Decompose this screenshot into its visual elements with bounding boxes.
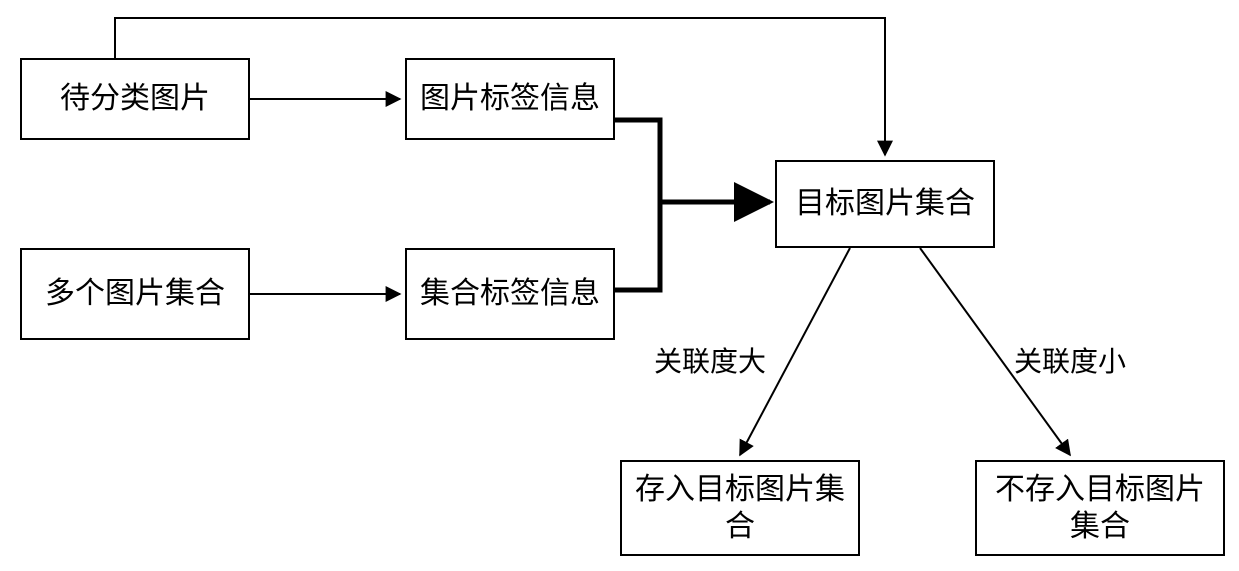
edge-e4 — [615, 120, 770, 202]
node-label: 图片标签信息 — [420, 80, 600, 118]
node-label: 目标图片集合 — [795, 185, 975, 223]
node-label: 存入目标图片集合 — [628, 471, 852, 546]
node-label: 多个图片集合 — [45, 275, 225, 313]
node-image-sets: 多个图片集合 — [20, 248, 250, 340]
node-input-images: 待分类图片 — [20, 58, 250, 140]
node-set-tag-info: 集合标签信息 — [405, 248, 615, 340]
node-store-no: 不存入目标图片集合 — [975, 460, 1225, 556]
edge-label-low-relevance: 关联度小 — [1000, 340, 1140, 380]
node-label: 不存入目标图片集合 — [983, 471, 1217, 546]
node-label: 待分类图片 — [60, 80, 210, 118]
node-image-tag-info: 图片标签信息 — [405, 58, 615, 140]
flowchart-canvas: 待分类图片 图片标签信息 多个图片集合 集合标签信息 目标图片集合 存入目标图片… — [0, 0, 1239, 571]
edge-label-high-relevance: 关联度大 — [640, 340, 780, 380]
edge-e5 — [615, 202, 660, 290]
node-store-yes: 存入目标图片集合 — [620, 460, 860, 556]
node-target-set: 目标图片集合 — [775, 160, 995, 248]
node-label: 集合标签信息 — [420, 275, 600, 313]
